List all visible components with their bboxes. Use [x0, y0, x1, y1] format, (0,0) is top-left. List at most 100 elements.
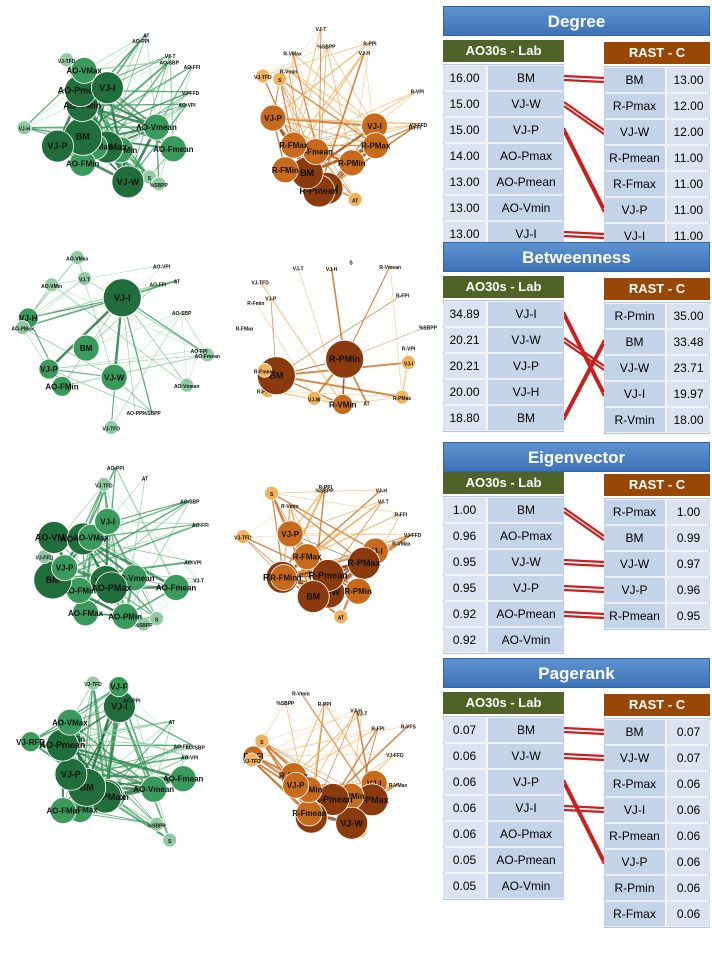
node-r-vmin: R-Vmin [281, 504, 299, 510]
svg-text:R-PMin: R-PMin [329, 354, 360, 364]
node-vj-tfd: VJ-TFD [254, 69, 272, 83]
lab-score: 14.00 [443, 144, 487, 168]
node-vj-w: VJ-W [307, 391, 321, 405]
rast-score: 0.06 [667, 876, 710, 900]
svg-text:VJ-I: VJ-I [99, 83, 116, 93]
svg-text:R-VMax: R-VMax [283, 52, 302, 58]
node-ao-ffi: AO-FFI [192, 523, 209, 529]
node-r-vmin: R-Vmin [280, 69, 298, 75]
node-bm: BM [73, 335, 99, 361]
svg-text:AO-VPI: AO-VPI [184, 561, 202, 567]
network-eigenvector-lab: AO-FmeanAO-VmeanS%SBPPAO-PMinVJ-WAO-PMax… [10, 458, 220, 658]
svg-text:AO-FMin: AO-FMin [46, 807, 79, 816]
rast-score: 0.06 [667, 850, 710, 874]
lab-variable: AO-Vmin [488, 196, 564, 220]
node-ao-ffi: AO-FFI [150, 283, 167, 289]
connector-line [564, 80, 604, 82]
node-vj-tfd: VJ-TFD [251, 280, 269, 286]
svg-text:AO-FMax: AO-FMax [68, 609, 104, 618]
rast-variable: BM [604, 68, 666, 92]
lab-score: 20.21 [443, 354, 487, 378]
svg-text:VJ-I: VJ-I [114, 293, 131, 303]
node-r-pmax: R-PMax [393, 390, 412, 404]
lab-score: 0.05 [443, 848, 487, 872]
node-vj-t: VJ-T [378, 499, 389, 505]
lab-score: 0.96 [443, 524, 487, 548]
lab-score: 0.07 [443, 718, 487, 742]
rast-score: 0.06 [667, 824, 710, 848]
node-vj-h: VJ-H [359, 51, 371, 57]
svg-text:R-PMax: R-PMax [347, 558, 380, 568]
svg-text:VJ-F: VJ-F [110, 683, 127, 692]
node-ao-ffi: AO-FFI [184, 65, 201, 71]
edge [293, 712, 362, 775]
svg-text:VJ-TFD: VJ-TFD [95, 483, 113, 489]
lab-score: 13.00 [443, 170, 487, 194]
node--sbpp: %SBPP [276, 701, 295, 707]
node-vj-i: VJ-I [401, 356, 415, 370]
node-ao-sbp: AO-SBP [180, 499, 200, 505]
lab-variable: VJ-P [488, 770, 564, 794]
node-r-vmax: R-VMax [283, 52, 302, 58]
svg-text:VJ-W: VJ-W [340, 818, 363, 828]
rast-score: 35.00 [667, 304, 710, 328]
node-vj-p: VJ-P [283, 772, 309, 798]
lab-score: 18.80 [443, 406, 487, 430]
node-at: AT [334, 610, 348, 624]
lab-variable: VJ-H [488, 380, 564, 404]
svg-text:AT: AT [142, 477, 148, 483]
rast-variable: R-Pmax [604, 94, 666, 118]
node-vj-t: VJ-T [357, 711, 368, 717]
lab-variable: VJ-I [488, 796, 564, 820]
svg-text:VJ-TFD: VJ-TFD [102, 427, 120, 433]
node-vj-t: VJ-T [193, 578, 204, 584]
lab-score: 0.92 [443, 602, 487, 626]
node-ao-ffi: AO-FFI [174, 745, 191, 751]
rast-column-header: RAST - C [604, 278, 710, 300]
rast-score: 23.71 [667, 356, 710, 380]
svg-text:AO-VMax: AO-VMax [66, 66, 102, 75]
svg-text:R-Fmean: R-Fmean [254, 369, 275, 375]
rast-score: 33.48 [667, 330, 710, 354]
svg-text:AO-Vmean: AO-Vmean [136, 123, 177, 132]
svg-text:VJ-TFD: VJ-TFD [234, 536, 252, 542]
svg-text:VJ-P: VJ-P [281, 530, 299, 539]
node-r-ppi: R-PPI [319, 485, 333, 491]
node-vj-i: VJ-I [103, 279, 141, 317]
lab-variable: BM [488, 718, 564, 742]
lab-score: 0.06 [443, 770, 487, 794]
svg-text:VJ-P: VJ-P [40, 365, 58, 374]
node-vj-ffd: VJ-FFD [182, 91, 200, 97]
connector-line [564, 512, 604, 540]
connector-line [564, 810, 604, 812]
svg-text:AO-FFI: AO-FFI [174, 745, 191, 751]
svg-text:VJ-T: VJ-T [79, 277, 90, 283]
node-s: S [255, 734, 269, 748]
node-vj-h: VJ-H [376, 489, 388, 495]
rast-variable: VJ-P [604, 578, 666, 602]
node-ao-vmean: AO-Vmean [174, 378, 200, 392]
svg-text:AO-FFI: AO-FFI [192, 523, 209, 529]
edge [253, 754, 395, 756]
lab-variable: AO-Pmax [488, 524, 564, 548]
svg-text:AO-VPI: AO-VPI [178, 103, 196, 109]
svg-text:AO-FMin: AO-FMin [66, 159, 99, 168]
rast-score: 1.00 [667, 500, 710, 524]
connector-line [564, 612, 604, 614]
svg-text:AO-PPI: AO-PPI [126, 411, 144, 417]
node-r-vmin: R-Vmin [292, 691, 310, 697]
node-r-vpi: R-VPI [402, 346, 416, 352]
